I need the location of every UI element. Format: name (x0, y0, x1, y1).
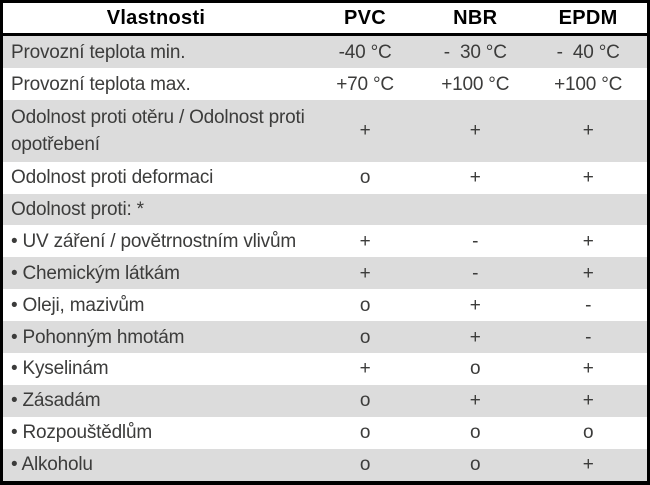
epdm-value: + (582, 230, 594, 252)
epdm-value: + (582, 262, 594, 284)
property-label: • Pohonným hmotám (11, 326, 185, 348)
property-label: Odolnost proti otěru / Odolnost proti op… (11, 106, 305, 155)
epdm-value (529, 194, 648, 226)
property-label: • Zásadám (11, 390, 101, 412)
table-row: • Oleji, mazivům o + - (2, 289, 649, 321)
epdm-value: - 40 °C (556, 41, 620, 63)
pvc-value: -40 °C (338, 41, 392, 63)
table-header-row: Vlastnosti PVC NBR EPDM (1, 1, 649, 36)
section-label: Odolnost proti: * (11, 198, 144, 220)
pvc-value: o (359, 390, 371, 412)
pvc-value: o (359, 294, 371, 316)
property-label: Provozní teplota min. (11, 41, 186, 63)
pvc-value: +70 °C (336, 73, 394, 95)
pvc-value: + (359, 262, 371, 284)
property-label: Odolnost proti deformaci (11, 167, 214, 189)
property-label: Provozní teplota max. (11, 73, 191, 95)
pvc-value: o (359, 326, 371, 348)
nbr-value: + (469, 326, 481, 348)
epdm-value: + (582, 454, 594, 476)
epdm-value: + (582, 167, 594, 189)
table-row: Provozní teplota max. +70 °C +100 °C +10… (2, 68, 649, 100)
epdm-value: + (582, 390, 594, 412)
pvc-value: o (359, 454, 371, 476)
property-label: • Chemickým látkám (11, 262, 180, 284)
table-row: • Alkoholu o o + (1, 448, 649, 483)
nbr-value (421, 194, 529, 226)
epdm-value: + (582, 120, 594, 142)
nbr-value: + (469, 390, 481, 412)
property-label: • Kyselinám (11, 358, 109, 380)
pvc-value: o (359, 167, 371, 189)
table-row: • Chemickým látkám + - + (1, 257, 649, 290)
column-header-nbr: NBR (421, 1, 530, 36)
nbr-value: - 30 °C (443, 41, 507, 63)
property-label: • UV záření / povětrnostním vlivům (11, 230, 296, 252)
property-label: • Alkoholu (11, 454, 93, 476)
epdm-value: o (582, 422, 594, 444)
table-row: Odolnost proti deformaci o + + (2, 162, 649, 194)
pvc-value: o (359, 422, 371, 444)
column-header-pvc: PVC (308, 1, 422, 36)
pvc-value (309, 194, 421, 226)
column-header-property: Vlastnosti (1, 1, 309, 36)
table-row: Odolnost proti otěru / Odolnost proti op… (1, 99, 649, 162)
epdm-value: - (585, 294, 592, 316)
nbr-value: +100 °C (441, 73, 510, 95)
table-row: • Zásadám o + + (1, 384, 649, 417)
table-row: • Rozpouštědlům o o o (2, 417, 649, 449)
nbr-value: + (469, 294, 481, 316)
nbr-value: o (470, 454, 481, 476)
table-row: • UV záření / povětrnostním vlivům + - + (2, 225, 649, 257)
nbr-value: - (472, 230, 479, 252)
nbr-value: + (469, 120, 481, 142)
nbr-value: o (470, 358, 481, 380)
nbr-value: o (470, 422, 481, 444)
table-section-row: Odolnost proti: * (1, 193, 649, 226)
column-header-epdm: EPDM (529, 1, 649, 36)
pvc-value: + (359, 120, 371, 142)
pvc-value: + (359, 358, 371, 380)
table-row: • Kyselinám + o + (2, 353, 649, 385)
epdm-value: + (582, 358, 594, 380)
pvc-value: + (359, 230, 371, 252)
table-row: • Pohonným hmotám o + - (1, 321, 649, 354)
table-row: Provozní teplota min. -40 °C - 30 °C - 4… (1, 34, 649, 69)
property-label: • Oleji, mazivům (11, 294, 145, 316)
epdm-value: - (585, 326, 592, 348)
property-label: • Rozpouštědlům (11, 422, 152, 444)
nbr-value: + (469, 167, 481, 189)
epdm-value: +100 °C (554, 73, 623, 95)
nbr-value: - (472, 262, 479, 284)
